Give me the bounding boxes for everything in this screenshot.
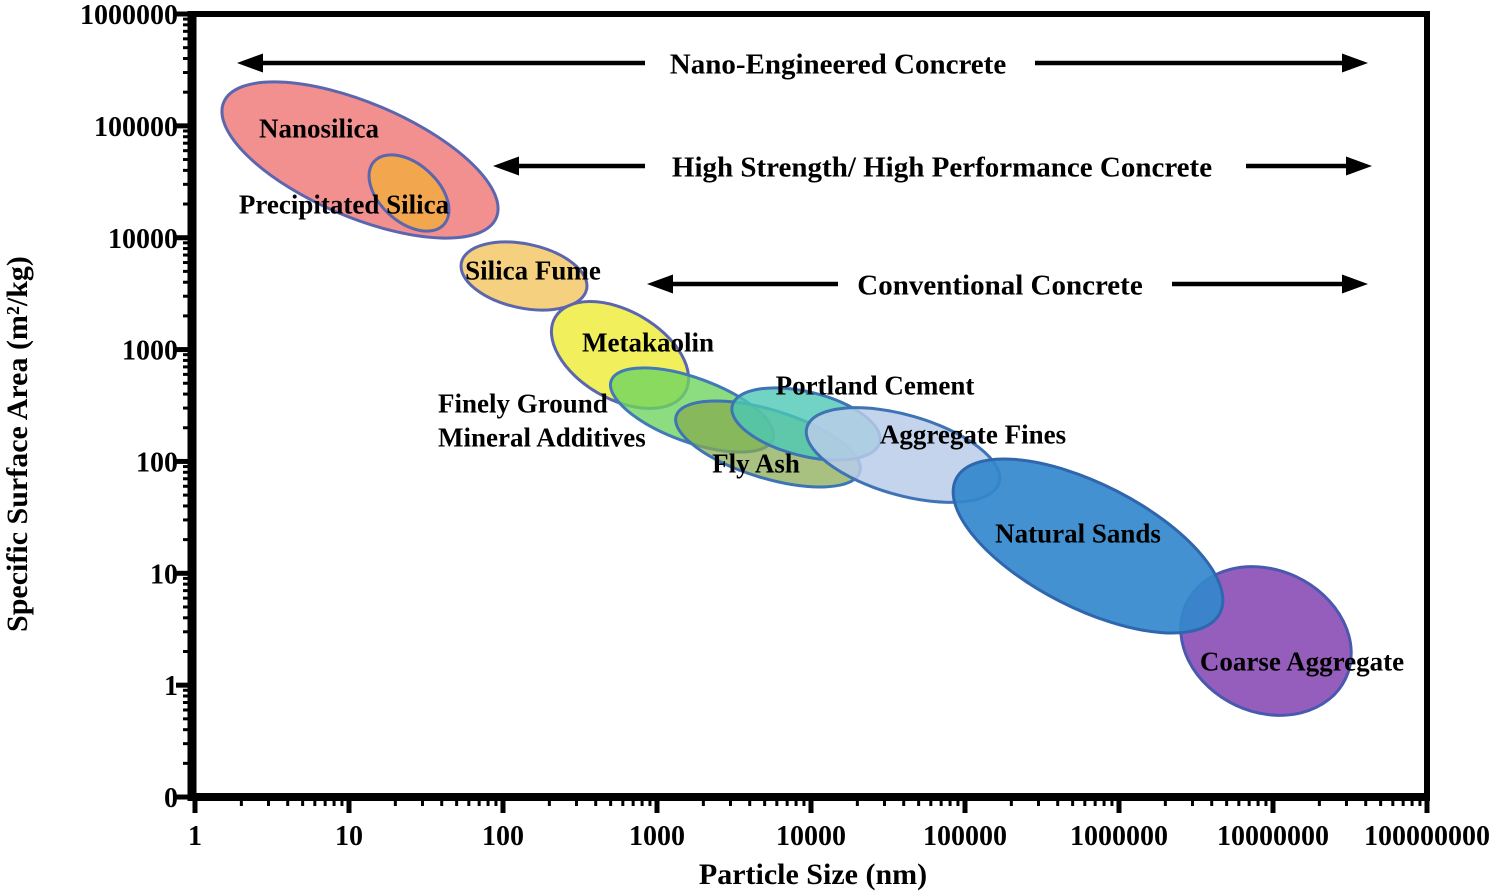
ellipse-natural-sands bbox=[951, 457, 1225, 635]
y-tick-label: 1000 bbox=[122, 336, 178, 367]
y-tick-label: 0 bbox=[164, 783, 178, 814]
y-tick-label: 10 bbox=[150, 559, 178, 590]
label-fly-ash: Fly Ash bbox=[712, 449, 800, 479]
x-tick-label: 100000 bbox=[923, 821, 1007, 852]
x-tick-label: 10 bbox=[335, 821, 363, 852]
label-natural-sands: Natural Sands bbox=[995, 519, 1161, 549]
ellipse-nanosilica bbox=[220, 80, 500, 240]
y-tick-label: 100000 bbox=[94, 112, 178, 143]
region-label-nano-engineered-concrete: Nano-Engineered Concrete bbox=[670, 48, 1007, 80]
x-tick-label: 1 bbox=[188, 821, 202, 852]
x-axis-title: Particle Size (nm) bbox=[699, 858, 927, 891]
y-tick-label: 10000 bbox=[108, 224, 178, 255]
label-portland-cement: Portland Cement bbox=[776, 371, 975, 401]
label-metakaolin: Metakaolin bbox=[582, 328, 714, 358]
material-labels-layer: Nanosilica Precipitated Silica Silica Fume… bbox=[239, 114, 1404, 677]
arrow-head-left-high-strength-high-performance-concrete bbox=[493, 156, 519, 176]
region-label-high-strength-high-performance-concrete: High Strength/ High Performance Concrete bbox=[672, 151, 1212, 183]
material-ellipses-layer bbox=[220, 80, 1353, 717]
y-tick-label: 1000000 bbox=[80, 0, 178, 31]
y-axis-title: Specific Surface Area (m²/kg) bbox=[1, 256, 34, 632]
arrow-head-left-nano-engineered-concrete bbox=[237, 53, 263, 73]
x-tick-label: 1000 bbox=[629, 821, 685, 852]
y-tick-label: 1 bbox=[164, 671, 178, 702]
ellipse-silica-fume bbox=[459, 240, 589, 312]
axis-ticks-layer: 1 10 100 1000 10000 100000 1000000 10000000 1000… bbox=[80, 0, 1490, 852]
label-precipitated-silica: Precipitated Silica bbox=[239, 190, 450, 220]
label-coarse-aggregate: Coarse Aggregate bbox=[1200, 647, 1404, 677]
y-tick-label: 100 bbox=[136, 448, 178, 479]
label-aggregate-fines: Aggregate Fines bbox=[880, 420, 1066, 450]
label-finely-ground-mineral-additives: Finely Ground bbox=[438, 389, 608, 419]
x-tick-label: 100 bbox=[482, 821, 524, 852]
label-nanosilica: Nanosilica bbox=[259, 114, 380, 144]
label-finely-ground-mineral-additives: Mineral Additives bbox=[438, 423, 646, 453]
x-tick-label: 1000000 bbox=[1070, 821, 1168, 852]
arrow-head-right-conventional-concrete bbox=[1342, 274, 1368, 294]
arrow-head-right-high-strength-high-performance-concrete bbox=[1346, 156, 1372, 176]
region-label-conventional-concrete: Conventional Concrete bbox=[857, 269, 1143, 301]
arrow-head-right-nano-engineered-concrete bbox=[1342, 53, 1368, 73]
x-tick-label: 10000000 bbox=[1217, 821, 1329, 852]
x-tick-label: 100000000 bbox=[1364, 821, 1490, 852]
arrow-head-left-conventional-concrete bbox=[647, 274, 673, 294]
ellipse-precipitated-silica bbox=[367, 153, 451, 233]
region-arrows-layer: Nano-Engineered Concrete High Strength/ H… bbox=[237, 48, 1372, 301]
label-silica-fume: Silica Fume bbox=[465, 256, 601, 286]
x-tick-label: 10000 bbox=[776, 821, 846, 852]
